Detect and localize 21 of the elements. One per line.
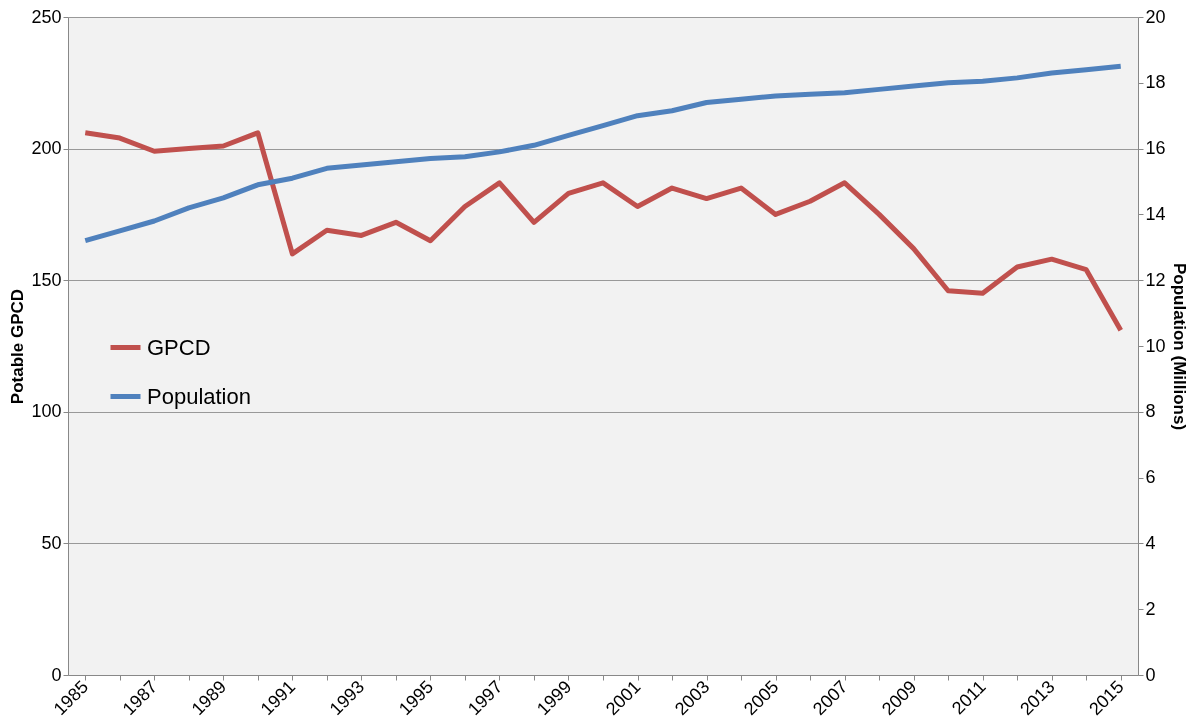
- y-tick-label: 150: [31, 269, 62, 290]
- y2-tick-label: 12: [1145, 269, 1166, 290]
- y2-tick-label: 16: [1145, 138, 1166, 159]
- y2-axis-title: Population (Millions): [1169, 262, 1189, 431]
- y-tick-label: 250: [31, 6, 62, 27]
- y2-tick-label: 14: [1145, 203, 1166, 224]
- y-tick-label: 100: [31, 401, 62, 422]
- y2-tick-label: 0: [1145, 664, 1156, 685]
- y-tick-label: 200: [31, 138, 62, 159]
- legend-label: Population: [147, 383, 251, 409]
- y-tick-label: 0: [51, 664, 62, 685]
- y2-tick-label: 6: [1145, 467, 1156, 488]
- legend-label: GPCD: [147, 334, 211, 360]
- y2-tick-label: 20: [1145, 6, 1166, 27]
- y-tick-label: 50: [41, 532, 62, 553]
- y2-tick-label: 2: [1145, 598, 1156, 619]
- y2-tick-label: 10: [1145, 335, 1166, 356]
- y2-tick-label: 4: [1145, 532, 1156, 553]
- y2-tick-label: 8: [1145, 401, 1156, 422]
- y2-tick-label: 18: [1145, 72, 1166, 93]
- y-axis-title: Potable GPCD: [8, 288, 28, 405]
